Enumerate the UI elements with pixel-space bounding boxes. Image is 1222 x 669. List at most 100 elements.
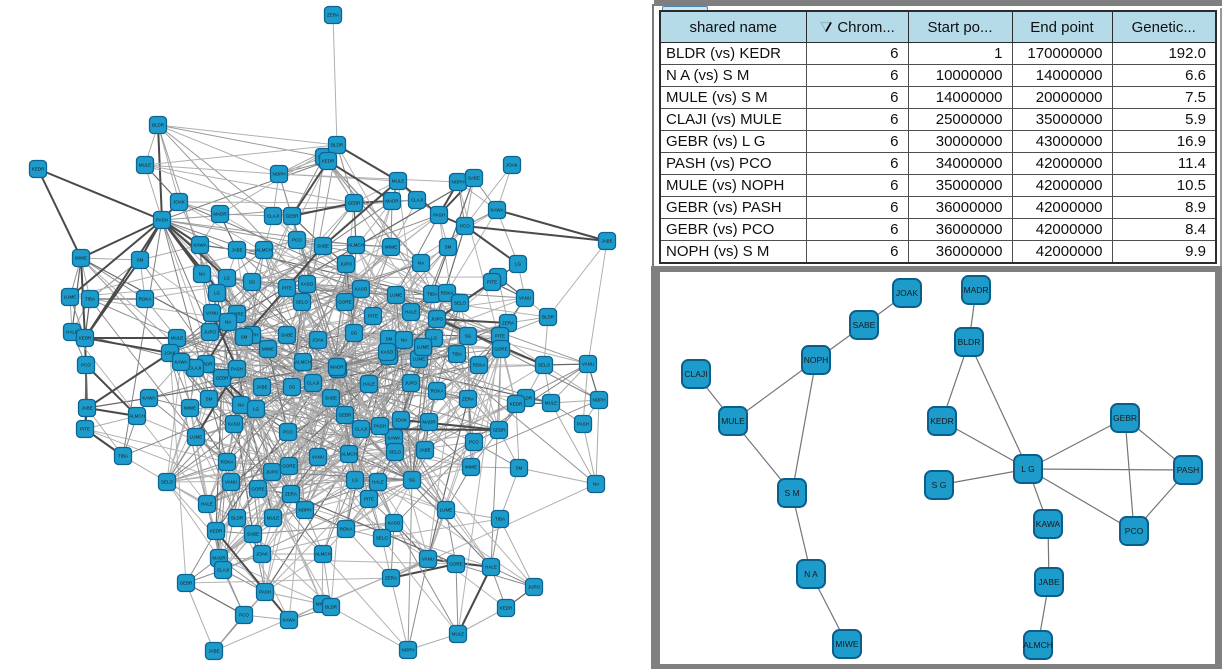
svg-text:LG: LG xyxy=(352,478,359,483)
svg-text:PCO: PCO xyxy=(239,613,249,618)
svg-text:GEBR: GEBR xyxy=(348,201,362,206)
svg-text:MADR: MADR xyxy=(199,362,213,367)
svg-text:SELO: SELO xyxy=(454,301,467,306)
svg-text:NA: NA xyxy=(401,338,407,343)
svg-text:SELO: SELO xyxy=(161,480,174,485)
svg-text:JUPO: JUPO xyxy=(204,330,217,335)
svg-text:MIWE: MIWE xyxy=(262,347,274,352)
svg-text:PITE: PITE xyxy=(282,286,292,291)
svg-text:JOAK: JOAK xyxy=(256,552,268,557)
svg-text:JABE: JABE xyxy=(1038,577,1060,587)
svg-text:PCO: PCO xyxy=(283,430,293,435)
svg-text:BLDR: BLDR xyxy=(231,516,244,521)
svg-text:JUPO: JUPO xyxy=(431,317,444,322)
svg-text:KASO: KASO xyxy=(355,287,368,292)
svg-text:MADR: MADR xyxy=(330,365,344,370)
svg-text:VANU: VANU xyxy=(582,362,594,367)
svg-text:JOAK: JOAK xyxy=(173,200,185,205)
svg-text:LG: LG xyxy=(253,407,260,412)
svg-text:GORE: GORE xyxy=(282,464,295,469)
svg-text:JUPO: JUPO xyxy=(340,262,353,267)
svg-text:ALMCH: ALMCH xyxy=(348,243,364,248)
svg-text:ROKA: ROKA xyxy=(221,460,234,465)
svg-text:MADR: MADR xyxy=(213,212,227,217)
svg-text:SELO: SELO xyxy=(538,363,551,368)
svg-text:MIWE: MIWE xyxy=(385,245,397,250)
svg-text:MULE: MULE xyxy=(267,516,280,521)
svg-text:BLDR: BLDR xyxy=(958,337,981,347)
svg-text:MULE: MULE xyxy=(171,336,184,341)
svg-text:ALMCH: ALMCH xyxy=(256,248,272,253)
svg-text:CLAJI: CLAJI xyxy=(267,214,279,219)
svg-text:JUPO: JUPO xyxy=(266,470,279,475)
svg-text:SG: SG xyxy=(465,334,472,339)
svg-text:KAWA: KAWA xyxy=(175,360,188,365)
svg-text:JOAK: JOAK xyxy=(312,338,324,343)
svg-text:GORE: GORE xyxy=(251,487,264,492)
svg-text:NOPH: NOPH xyxy=(401,648,414,653)
svg-text:MIWE: MIWE xyxy=(184,406,196,411)
svg-text:CLAJI: CLAJI xyxy=(411,198,423,203)
svg-text:MULE: MULE xyxy=(721,416,745,426)
svg-text:PASH: PASH xyxy=(259,590,271,595)
svg-text:NA: NA xyxy=(199,272,205,277)
svg-text:NA: NA xyxy=(593,482,599,487)
svg-text:KEDR: KEDR xyxy=(510,402,523,407)
svg-text:TIBA: TIBA xyxy=(118,454,128,459)
svg-text:TIBA: TIBA xyxy=(452,352,462,357)
svg-text:SM: SM xyxy=(516,466,523,471)
svg-text:JOAK: JOAK xyxy=(164,351,176,356)
svg-text:KASO: KASO xyxy=(228,422,241,427)
svg-text:SELO: SELO xyxy=(389,450,402,455)
svg-text:ALMCH: ALMCH xyxy=(315,552,331,557)
svg-text:SABE: SABE xyxy=(281,333,293,338)
svg-text:KAWA: KAWA xyxy=(143,396,156,401)
svg-text:TIBA: TIBA xyxy=(427,292,437,297)
svg-text:MIWE: MIWE xyxy=(835,639,858,649)
svg-text:ALMCH: ALMCH xyxy=(1023,640,1053,650)
svg-text:JUPO: JUPO xyxy=(405,381,418,386)
svg-text:PASH: PASH xyxy=(231,367,243,372)
svg-text:PCO: PCO xyxy=(81,363,91,368)
svg-text:GORE: GORE xyxy=(338,300,351,305)
svg-text:LUME: LUME xyxy=(417,345,430,350)
svg-text:SELO: SELO xyxy=(296,300,309,305)
svg-text:LG: LG xyxy=(224,276,231,281)
svg-text:BLDR: BLDR xyxy=(152,123,165,128)
svg-text:LUME: LUME xyxy=(64,295,77,300)
svg-text:S G: S G xyxy=(932,480,947,490)
svg-text:LG: LG xyxy=(431,336,438,341)
svg-text:MIWE: MIWE xyxy=(465,465,477,470)
svg-text:CLAJI: CLAJI xyxy=(307,381,319,386)
svg-text:S M: S M xyxy=(784,488,799,498)
svg-text:MULE: MULE xyxy=(452,632,465,637)
svg-text:KASO: KASO xyxy=(388,521,401,526)
svg-text:JABE: JABE xyxy=(601,239,612,244)
svg-text:PASH: PASH xyxy=(433,213,445,218)
svg-text:NOPH: NOPH xyxy=(272,172,285,177)
svg-text:KAWA: KAWA xyxy=(491,208,504,213)
svg-text:BLDR: BLDR xyxy=(542,315,555,320)
svg-text:CLAJI: CLAJI xyxy=(355,427,367,432)
svg-text:JOAK: JOAK xyxy=(395,418,407,423)
svg-text:ZERA: ZERA xyxy=(502,321,514,326)
svg-text:L G: L G xyxy=(1021,464,1034,474)
svg-text:KEDR: KEDR xyxy=(79,336,92,341)
svg-text:HALE: HALE xyxy=(201,502,213,507)
svg-text:SELO: SELO xyxy=(376,536,389,541)
svg-text:VANU: VANU xyxy=(519,296,531,301)
svg-text:LG: LG xyxy=(214,291,221,296)
svg-text:ZERA: ZERA xyxy=(385,576,397,581)
svg-text:BLDR: BLDR xyxy=(325,605,338,610)
svg-text:CLAJI: CLAJI xyxy=(684,369,707,379)
svg-text:MULE: MULE xyxy=(392,179,405,184)
svg-text:SG: SG xyxy=(249,280,256,285)
svg-text:MULE: MULE xyxy=(545,401,558,406)
svg-text:SM: SM xyxy=(206,397,213,402)
svg-text:NA: NA xyxy=(238,403,244,408)
svg-text:PCO: PCO xyxy=(292,238,302,243)
svg-text:KAWA: KAWA xyxy=(283,618,296,623)
svg-text:NA: NA xyxy=(418,261,424,266)
svg-text:KASO: KASO xyxy=(381,350,394,355)
svg-text:N A: N A xyxy=(804,569,818,579)
